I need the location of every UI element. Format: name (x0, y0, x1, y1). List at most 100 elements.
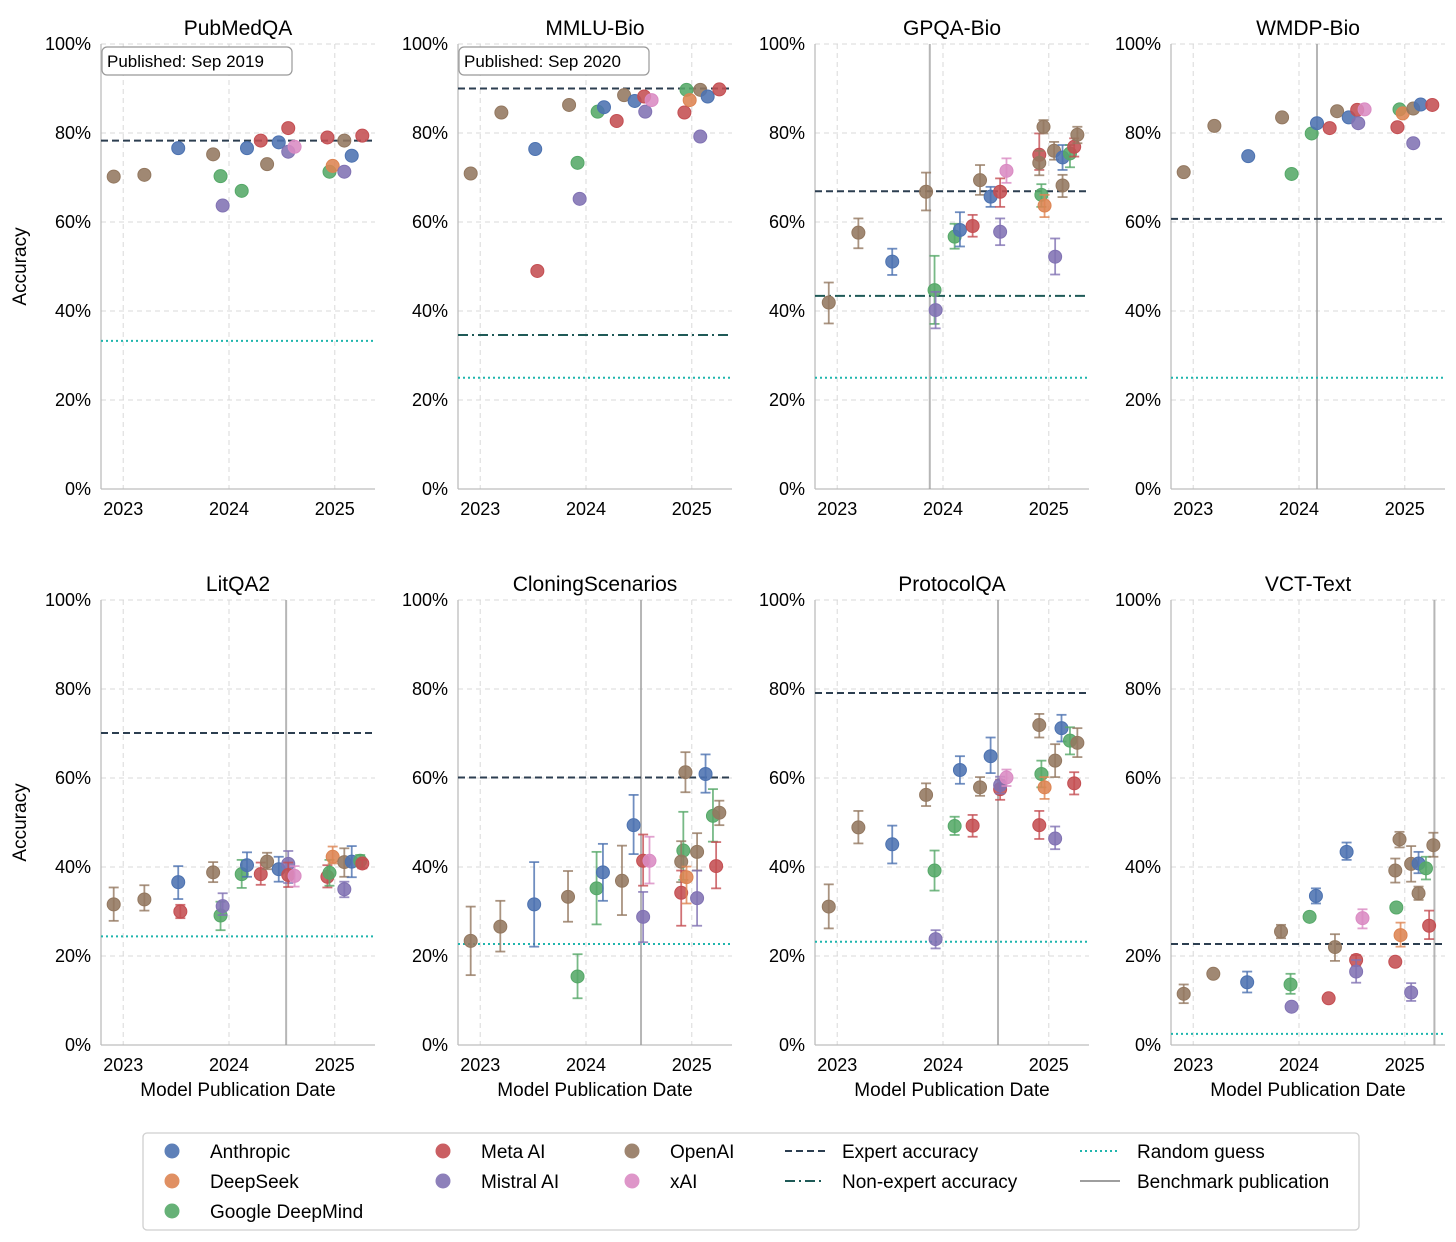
ytick-label: 20% (1125, 946, 1161, 966)
data-point (137, 167, 152, 182)
data-point (1426, 838, 1441, 853)
ytick-label: 20% (1125, 390, 1161, 410)
ytick-label: 100% (402, 34, 448, 54)
data-point (253, 867, 268, 882)
data-point (1037, 780, 1052, 795)
xtick-label: 2025 (1385, 499, 1425, 519)
data-point (320, 130, 335, 145)
data-point (1308, 888, 1323, 903)
legend-label: Non-expert accuracy (842, 1172, 1018, 1193)
publication-annotation: Published: Sep 2019 (107, 52, 264, 71)
data-point (712, 82, 727, 97)
data-point (952, 762, 967, 777)
data-point (1037, 198, 1052, 213)
legend-marker-deepseek (164, 1173, 180, 1189)
ytick-label: 0% (1135, 479, 1161, 499)
legend-marker-openai (624, 1143, 640, 1159)
data-point (337, 164, 352, 179)
data-point (1206, 966, 1221, 981)
data-point (965, 219, 980, 234)
data-point (106, 897, 121, 912)
data-point (1048, 831, 1063, 846)
data-point (1032, 155, 1047, 170)
x-axis-label: Model Publication Date (854, 1080, 1049, 1101)
data-point (693, 129, 708, 144)
data-point (919, 787, 934, 802)
y-axis-label: Accuracy (10, 227, 31, 306)
xtick-label: 2025 (672, 499, 712, 519)
data-point (999, 163, 1014, 178)
x-axis-label: Model Publication Date (497, 1080, 692, 1101)
ytick-label: 40% (1125, 857, 1161, 877)
ytick-label: 60% (412, 768, 448, 788)
ytick-label: 100% (759, 590, 805, 610)
xtick-label: 2024 (566, 499, 606, 519)
data-point (821, 899, 836, 914)
data-point (1321, 991, 1336, 1006)
xtick-label: 2025 (315, 1055, 355, 1075)
ytick-label: 0% (779, 1035, 805, 1055)
data-point (171, 875, 186, 890)
ytick-label: 60% (769, 768, 805, 788)
xtick-label: 2025 (1385, 1055, 1425, 1075)
data-point (679, 870, 694, 885)
ytick-label: 80% (1125, 123, 1161, 143)
data-point (674, 885, 689, 900)
data-point (1032, 818, 1047, 833)
xtick-label: 2023 (817, 1055, 857, 1075)
xtick-label: 2023 (460, 1055, 500, 1075)
data-point (337, 133, 352, 148)
data-point (106, 169, 121, 184)
ytick-label: 100% (759, 34, 805, 54)
xtick-label: 2023 (1173, 499, 1213, 519)
data-point (589, 881, 604, 896)
data-point (1283, 977, 1298, 992)
data-point (700, 89, 715, 104)
legend-label: xAI (670, 1172, 697, 1193)
ytick-label: 60% (769, 212, 805, 232)
xtick-label: 2025 (315, 499, 355, 519)
data-point (253, 133, 268, 148)
data-point (1034, 766, 1049, 781)
data-point (712, 805, 727, 820)
data-point (325, 849, 340, 864)
ytick-label: 60% (55, 212, 91, 232)
data-point (463, 933, 478, 948)
subplot-title: PubMedQA (184, 17, 293, 40)
data-point (206, 147, 221, 162)
data-point (993, 184, 1008, 199)
data-point (1388, 954, 1403, 969)
ytick-label: 100% (402, 590, 448, 610)
data-point (1241, 149, 1256, 164)
data-point (682, 93, 697, 108)
ytick-label: 20% (769, 390, 805, 410)
data-point (271, 135, 286, 150)
data-point (527, 897, 542, 912)
subplot-wmdp-bio: 0% 20% 40% 60% 80% 100% 2023 2024 2025 WMDP-Bio (1115, 17, 1445, 519)
ytick-label: 80% (55, 679, 91, 699)
ytick-label: 80% (55, 123, 91, 143)
data-point (1413, 97, 1428, 112)
data-point (1176, 165, 1191, 180)
data-point (927, 863, 942, 878)
data-point (851, 225, 866, 240)
subplot-vct-text: 0% 20% 40% 60% 80% 100% 2023 2024 2025 VCT-Text Mo… (1115, 573, 1445, 1101)
data-point (281, 121, 296, 136)
data-point (983, 749, 998, 764)
xtick-label: 2024 (209, 1055, 249, 1075)
ytick-label: 0% (422, 1035, 448, 1055)
subplot-protocolqa: 0% 20% 40% 60% 80% 100% 2023 2024 2025 ProtocolQA… (759, 573, 1089, 1101)
ytick-label: 80% (769, 123, 805, 143)
data-point (617, 88, 632, 103)
data-point (595, 865, 610, 880)
data-point (570, 155, 585, 170)
data-point (1284, 166, 1299, 181)
data-point (355, 128, 370, 143)
data-point (1388, 863, 1403, 878)
subplot-title: CloningScenarios (513, 573, 678, 596)
data-point (947, 819, 962, 834)
data-point (344, 148, 359, 163)
data-point (572, 191, 587, 206)
data-point (528, 142, 543, 157)
